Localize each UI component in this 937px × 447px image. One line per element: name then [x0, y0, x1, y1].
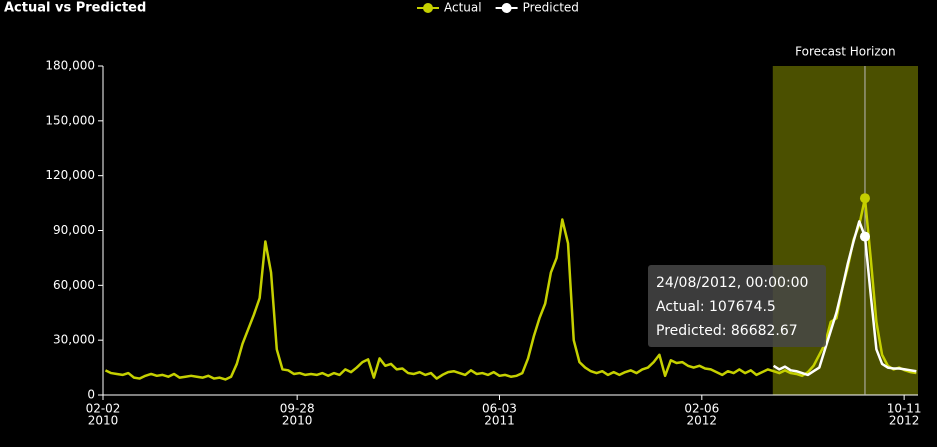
tooltip-line: Actual: 107674.5 — [656, 299, 776, 315]
tooltip-box — [648, 265, 826, 347]
y-tick-label: 120,000 — [45, 168, 95, 182]
y-tick-label: 150,000 — [45, 113, 95, 127]
legend-marker — [423, 3, 433, 13]
chart-title: Actual vs Predicted — [4, 1, 146, 16]
x-tick-label: 09-28 — [280, 402, 315, 416]
series-line — [104, 196, 917, 381]
tooltip: 24/08/2012, 00:00:00 Actual: 107674.5 Pred… — [648, 265, 826, 347]
y-tick-label: 30,000 — [53, 333, 95, 347]
x-tick-label: 2012 — [687, 414, 718, 428]
legend-label: Predicted — [523, 1, 579, 15]
legend-marker — [501, 3, 512, 13]
y-tick-label: 180,000 — [45, 59, 95, 73]
tooltip-line: Predicted: 86682.67 — [656, 323, 798, 339]
y-tick-label: 90,000 — [53, 223, 95, 237]
tooltip-title: 24/08/2012, 00:00:00 — [656, 275, 808, 291]
x-tick-label: 2011 — [484, 414, 515, 428]
hover-point — [859, 231, 870, 242]
forecast-label: Forecast Horizon — [795, 45, 895, 59]
x-tick-label: 02-02 — [86, 402, 121, 416]
y-tick-label: 60,000 — [53, 278, 95, 292]
hover-point — [859, 193, 870, 204]
series-line — [772, 220, 917, 377]
legend-label: Actual — [444, 1, 482, 15]
x-tick-label: 02-06 — [684, 402, 719, 416]
x-tick-label: 2010 — [88, 414, 119, 428]
x-tick-label: 10-11 — [887, 402, 922, 416]
y-tick-label: 0 — [87, 388, 95, 402]
x-tick-label: 2012 — [889, 414, 920, 428]
x-tick-label: 06-03 — [482, 402, 517, 416]
x-tick-label: 2010 — [282, 414, 313, 428]
